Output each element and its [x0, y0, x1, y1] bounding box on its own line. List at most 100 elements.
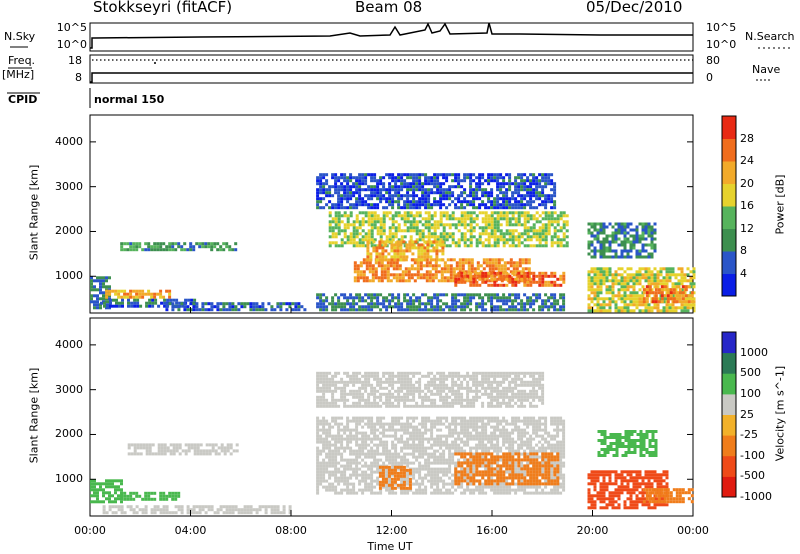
range-gate-cell — [175, 443, 179, 447]
range-gate-cell — [599, 249, 603, 253]
range-gate-cell — [322, 458, 326, 462]
range-gate-cell — [475, 446, 479, 450]
range-gate-cell — [469, 179, 473, 183]
range-gate-cell — [370, 302, 374, 306]
range-gate-cell — [623, 234, 627, 238]
range-gate-cell — [388, 455, 392, 459]
range-gate-cell — [141, 497, 145, 501]
range-gate-cell — [216, 248, 220, 252]
range-gate-cell — [460, 214, 464, 218]
range-gate-cell — [132, 511, 136, 515]
range-gate-cell — [424, 485, 428, 489]
range-gate-cell — [316, 194, 320, 198]
range-gate-cell — [210, 245, 214, 249]
range-gate-cell — [136, 446, 140, 450]
range-gate-cell — [150, 295, 154, 299]
range-gate-cell — [288, 302, 292, 306]
range-gate-cell — [334, 226, 338, 230]
range-gate-cell — [541, 200, 545, 204]
range-gate-cell — [415, 203, 419, 207]
range-gate-cell — [463, 217, 467, 221]
range-gate-cell — [352, 244, 356, 248]
range-gate-cell — [529, 206, 533, 210]
range-gate-cell — [186, 508, 190, 512]
range-gate-cell — [632, 291, 636, 295]
range-gate-cell — [160, 301, 164, 305]
range-gate-cell — [162, 511, 166, 515]
range-gate-cell — [328, 229, 332, 233]
range-gate-cell — [487, 416, 491, 420]
range-gate-cell — [484, 217, 488, 221]
range-gate-cell — [165, 505, 169, 509]
range-gate-cell — [159, 494, 163, 498]
range-gate-cell — [216, 302, 220, 306]
range-gate-cell — [370, 479, 374, 483]
range-gate-cell — [316, 476, 320, 480]
range-gate-cell — [550, 244, 554, 248]
range-gate-cell — [475, 188, 479, 192]
range-gate-cell — [385, 440, 389, 444]
range-gate-cell — [328, 206, 332, 210]
range-gate-cell — [466, 422, 470, 426]
range-gate-cell — [426, 240, 430, 244]
range-gate-cell — [509, 258, 513, 262]
range-gate-cell — [499, 211, 503, 215]
range-gate-cell — [490, 200, 494, 204]
range-gate-cell — [488, 261, 492, 265]
range-gate-cell — [430, 461, 434, 465]
range-gate-cell — [668, 276, 672, 280]
range-gate-cell — [647, 303, 651, 307]
range-gate-cell — [415, 220, 419, 224]
range-gate-cell — [493, 206, 497, 210]
range-gate-cell — [544, 293, 548, 297]
range-gate-cell — [593, 297, 597, 301]
range-gate-cell — [120, 497, 123, 501]
range-gate-cell — [403, 446, 407, 450]
range-gate-cell — [410, 264, 414, 268]
range-gate-cell — [470, 264, 474, 268]
range-gate-cell — [325, 479, 329, 483]
range-gate-cell — [359, 276, 363, 280]
range-gate-cell — [415, 446, 419, 450]
range-gate-cell — [421, 188, 425, 192]
range-gate-cell — [382, 206, 386, 210]
range-gate-cell — [529, 271, 533, 275]
range-gate-cell — [505, 220, 509, 224]
range-gate-cell — [376, 232, 380, 236]
range-gate-cell — [99, 279, 102, 283]
range-gate-cell — [686, 297, 690, 301]
range-gate-cell — [439, 428, 443, 432]
range-gate-cell — [346, 446, 350, 450]
range-gate-cell — [460, 179, 464, 183]
range-gate-cell — [374, 276, 378, 280]
range-gate-cell — [154, 298, 158, 302]
range-gate-cell — [400, 194, 404, 198]
range-gate-cell — [472, 226, 476, 230]
range-gate-cell — [153, 295, 157, 299]
range-gate-cell — [355, 214, 359, 218]
range-gate-cell — [418, 203, 422, 207]
range-gate-cell — [623, 291, 627, 295]
range-gate-cell — [482, 258, 486, 262]
range-gate-cell — [556, 244, 560, 248]
range-gate-cell — [355, 176, 359, 180]
range-gate-cell — [556, 238, 560, 242]
range-gate-cell — [596, 303, 600, 307]
range-gate-cell — [599, 246, 603, 250]
range-gate-cell — [490, 235, 494, 239]
range-gate-cell — [334, 449, 338, 453]
range-gate-cell — [559, 211, 563, 215]
range-gate-cell — [671, 282, 675, 286]
range-gate-cell — [472, 491, 476, 495]
range-gate-cell — [394, 452, 398, 456]
range-gate-cell — [593, 276, 597, 280]
range-gate-cell — [346, 217, 350, 221]
range-gate-cell — [337, 425, 341, 429]
range-gate-cell — [151, 298, 155, 302]
range-gate-cell — [373, 173, 377, 177]
range-gate-cell — [493, 200, 497, 204]
range-gate-cell — [412, 229, 416, 233]
range-gate-cell — [532, 200, 536, 204]
range-gate-cell — [590, 225, 594, 229]
range-gate-cell — [434, 267, 438, 271]
